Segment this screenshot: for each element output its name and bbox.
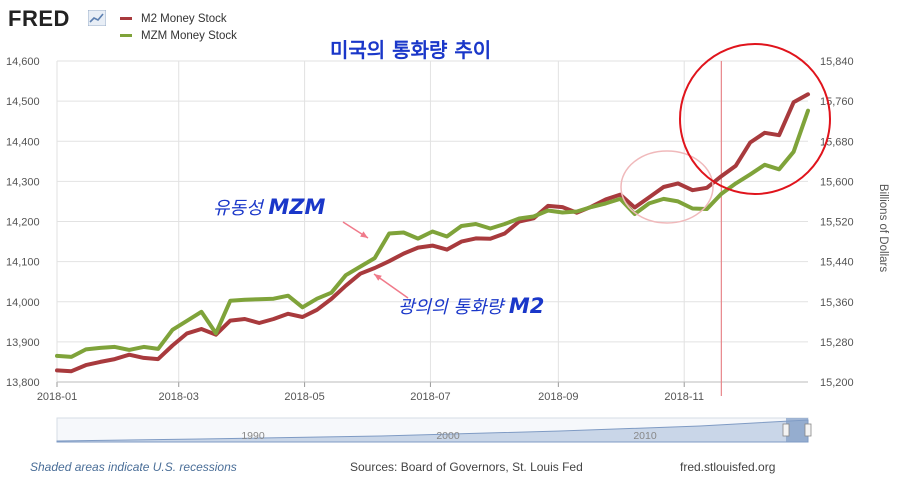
navigator-handle-right[interactable] [804, 423, 812, 437]
series-line-m2[interactable] [55, 92, 810, 374]
dip-highlight-circle [620, 150, 714, 224]
mzm-annotation-arrow-head [360, 231, 368, 238]
y-right-tick-label: 15,280 [820, 337, 854, 349]
m2-annotation-bold: M2 [508, 294, 545, 318]
y-right-tick-label: 15,360 [820, 297, 854, 309]
y-left-tick-label: 14,500 [6, 96, 40, 108]
navigator-tick-label: 2010 [633, 430, 657, 442]
y-right-tick-label: 15,440 [820, 257, 854, 269]
y-left-tick-label: 14,000 [6, 297, 40, 309]
chart-legend: M2 Money Stock MZM Money Stock [120, 10, 237, 44]
x-tick-label: 2018-11 [664, 391, 704, 403]
y-right-tick-label: 15,840 [820, 56, 854, 68]
x-tick-label: 2018-07 [410, 391, 450, 403]
recession-note: Shaded areas indicate U.S. recessions [30, 460, 237, 474]
mzm-annotation-bold: MZM [268, 195, 326, 219]
m2-annotation-text: 광의의 통화량 [398, 297, 509, 318]
y-left-tick-label: 14,100 [6, 257, 40, 269]
y-left-tick-label: 13,900 [6, 337, 40, 349]
y-left-tick-label: 13,800 [6, 377, 40, 389]
series-line-mzm[interactable] [55, 108, 810, 359]
m2-annotation: 광의의 통화량 M2 [398, 293, 544, 319]
site-link[interactable]: fred.stlouisfed.org [680, 460, 776, 474]
y-right-tick-label: 15,760 [820, 96, 854, 108]
m2-annotation-arrow-head [374, 274, 382, 281]
navigator-tick-label: 1990 [241, 430, 265, 442]
mzm-annotation-text: 유동성 [213, 198, 269, 219]
navigator-area [56, 419, 809, 443]
legend-item-m2[interactable]: M2 Money Stock [120, 10, 237, 27]
x-tick-label: 2018-01 [37, 391, 77, 403]
x-tick-label: 2018-03 [159, 391, 199, 403]
chart-title: 미국의 통화량 추이 [330, 38, 492, 62]
x-tick-label: 2018-09 [538, 391, 578, 403]
sources-text: Sources: Board of Governors, St. Louis F… [350, 460, 583, 474]
right-axis-label: Billions of Dollars [877, 183, 889, 273]
y-left-tick-label: 14,200 [6, 217, 40, 229]
legend-swatch-mzm [120, 34, 132, 37]
navigator-selection[interactable] [786, 418, 808, 442]
y-right-tick-label: 15,200 [820, 377, 854, 389]
logo-chart-icon [88, 10, 106, 26]
navigator-tick-label: 2000 [436, 430, 460, 442]
y-right-tick-label: 15,520 [820, 217, 854, 229]
legend-label-m2: M2 Money Stock [141, 12, 227, 25]
legend-item-mzm[interactable]: MZM Money Stock [120, 27, 237, 44]
y-left-tick-label: 14,400 [6, 136, 40, 148]
x-tick-label: 2018-05 [284, 391, 324, 403]
surge-highlight-circle [679, 43, 831, 195]
fred-logo[interactable]: FRED [8, 6, 70, 31]
y-right-tick-label: 15,680 [820, 136, 854, 148]
y-left-tick-label: 14,300 [6, 176, 40, 188]
legend-swatch-m2 [120, 17, 132, 20]
mzm-annotation: 유동성 MZM [213, 194, 325, 220]
y-left-tick-label: 14,600 [6, 56, 40, 68]
legend-label-mzm: MZM Money Stock [141, 29, 237, 42]
y-right-tick-label: 15,600 [820, 176, 854, 188]
navigator-handle-left[interactable] [782, 423, 790, 437]
